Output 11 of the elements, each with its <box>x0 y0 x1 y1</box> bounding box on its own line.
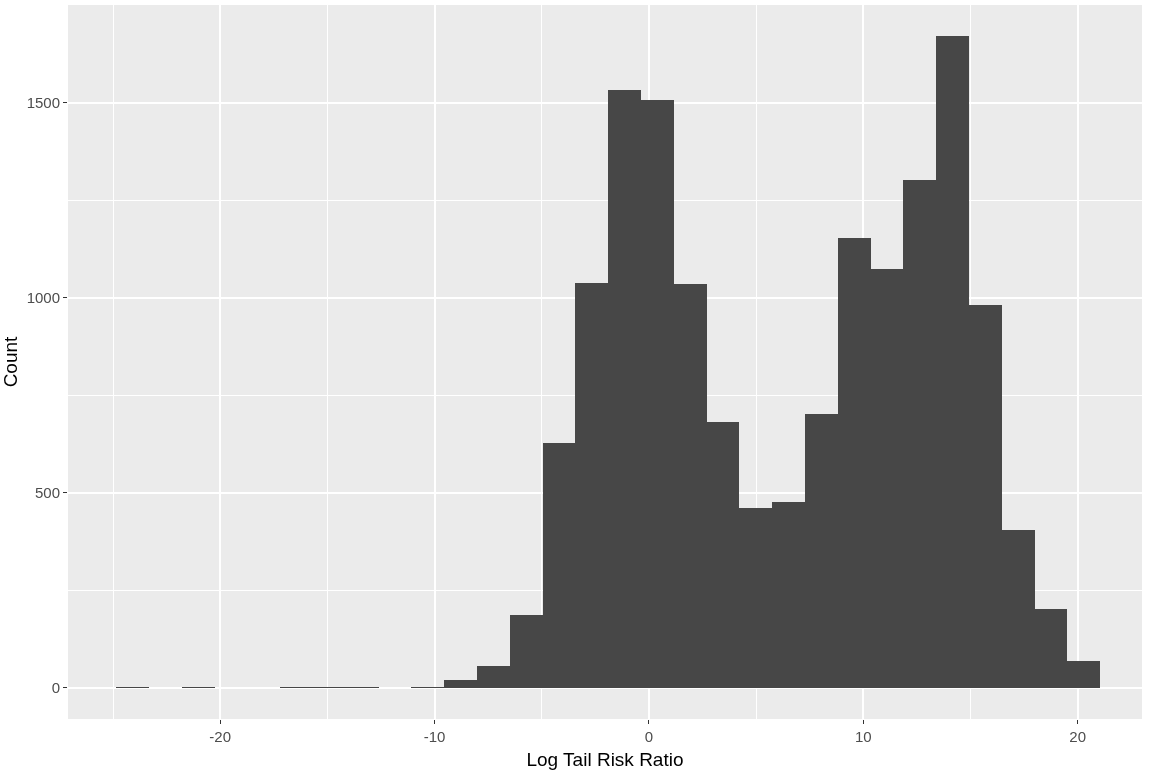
y-axis-title: Count <box>0 335 21 388</box>
x-tick-label: 10 <box>854 728 872 745</box>
y-tick-label: 1000 <box>26 288 60 306</box>
x-tick-label: 0 <box>644 728 654 745</box>
y-tick-label: 1500 <box>26 93 60 111</box>
x-tick-label: 20 <box>1069 728 1087 745</box>
x-tick-label: -10 <box>423 728 446 745</box>
y-tick-label: 500 <box>34 483 60 501</box>
y-tick-label: 0 <box>51 679 60 697</box>
x-axis-title: Log Tail Risk Ratio <box>526 748 684 770</box>
x-tick-label: -20 <box>209 728 232 745</box>
